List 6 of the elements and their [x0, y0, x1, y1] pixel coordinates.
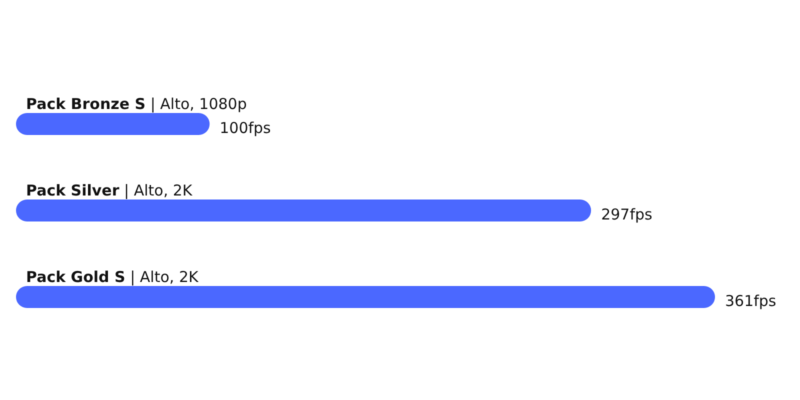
data-label: 100fps	[220, 119, 272, 137]
y-tick-label: Pack Gold S | Alto, 2K	[26, 268, 200, 286]
y-tick-label: Pack Silver | Alto, 2K	[26, 182, 194, 200]
data-label: 297fps	[601, 206, 653, 224]
data-label: 361fps	[725, 292, 776, 310]
y-tick-label: Pack Bronze S | Alto, 1080p	[26, 95, 247, 113]
